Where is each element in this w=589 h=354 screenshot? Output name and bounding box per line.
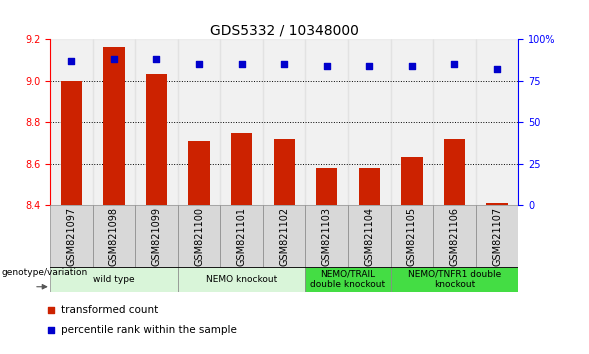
Title: GDS5332 / 10348000: GDS5332 / 10348000 (210, 24, 359, 38)
Bar (306, 267, 391, 292)
Bar (433, 39, 476, 205)
Bar (391, 267, 518, 292)
Point (47, 307, 56, 313)
Text: genotype/variation: genotype/variation (1, 268, 88, 277)
Bar (178, 267, 306, 292)
Text: wild type: wild type (93, 275, 135, 284)
Text: GSM821098: GSM821098 (109, 207, 119, 266)
Text: NEMO/TRAIL
double knockout: NEMO/TRAIL double knockout (310, 270, 386, 289)
Bar (273, 139, 295, 205)
Text: GSM821102: GSM821102 (279, 207, 289, 266)
Point (407, 63, 416, 68)
Bar (391, 39, 433, 205)
Bar (433, 205, 476, 267)
Text: GSM821097: GSM821097 (67, 207, 77, 266)
Bar (401, 158, 422, 205)
Point (109, 56, 118, 62)
Bar (146, 74, 167, 205)
Point (450, 61, 459, 67)
Bar (348, 39, 391, 205)
Text: GSM821100: GSM821100 (194, 207, 204, 266)
Bar (178, 205, 220, 267)
Bar (348, 205, 391, 267)
Bar (359, 168, 380, 205)
Bar (476, 205, 518, 267)
Text: NEMO knockout: NEMO knockout (206, 275, 277, 284)
Bar (50, 267, 178, 292)
Text: GSM821105: GSM821105 (407, 207, 417, 266)
Bar (444, 139, 465, 205)
Bar (220, 205, 263, 267)
Bar (231, 132, 252, 205)
Bar (306, 39, 348, 205)
Bar (135, 205, 178, 267)
Bar (178, 39, 220, 205)
Bar (92, 39, 135, 205)
Text: GSM821103: GSM821103 (322, 207, 332, 266)
Point (365, 63, 374, 68)
Bar (220, 39, 263, 205)
Text: GSM821107: GSM821107 (492, 207, 502, 266)
Bar (50, 39, 92, 205)
Text: GSM821099: GSM821099 (151, 207, 161, 266)
Bar (476, 39, 518, 205)
Bar (61, 80, 82, 205)
Text: GSM821106: GSM821106 (449, 207, 459, 266)
Bar (487, 203, 508, 205)
Point (492, 66, 502, 72)
Bar (263, 39, 306, 205)
Point (194, 61, 204, 67)
Bar (263, 205, 306, 267)
Text: NEMO/TNFR1 double
knockout: NEMO/TNFR1 double knockout (408, 270, 501, 289)
Point (67, 58, 76, 63)
Point (47, 328, 56, 333)
Bar (103, 47, 124, 205)
Text: GSM821101: GSM821101 (237, 207, 247, 266)
Bar (391, 205, 433, 267)
Bar (306, 205, 348, 267)
Bar (316, 168, 337, 205)
Point (322, 63, 332, 68)
Bar (50, 205, 92, 267)
Point (152, 56, 161, 62)
Text: percentile rank within the sample: percentile rank within the sample (61, 325, 236, 336)
Text: transformed count: transformed count (61, 305, 158, 315)
Bar (135, 39, 178, 205)
Point (280, 61, 289, 67)
Text: GSM821104: GSM821104 (365, 207, 375, 266)
Bar (188, 141, 210, 205)
Point (237, 61, 246, 67)
Bar (92, 205, 135, 267)
